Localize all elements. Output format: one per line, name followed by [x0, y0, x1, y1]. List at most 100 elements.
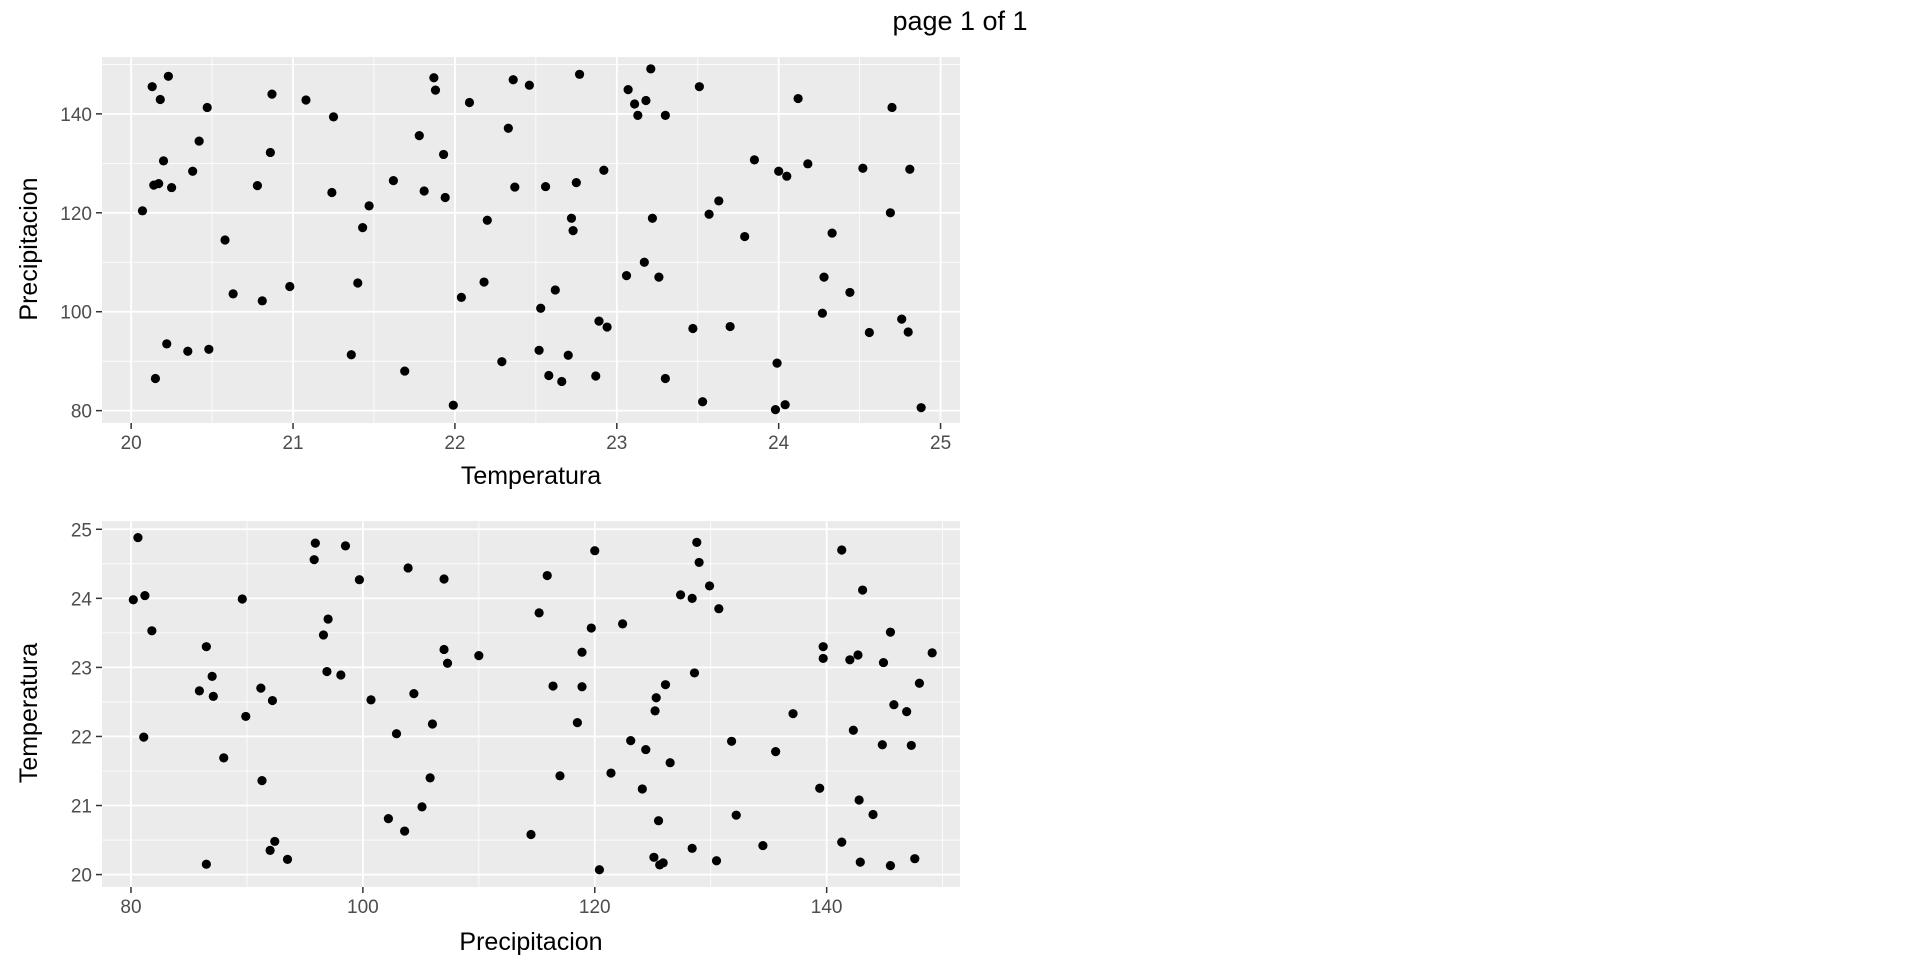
data-point — [837, 545, 847, 555]
data-point — [594, 316, 604, 326]
data-point — [439, 644, 449, 655]
data-point — [201, 859, 211, 869]
data-point — [887, 102, 897, 113]
data-point — [364, 201, 374, 211]
data-point — [442, 658, 453, 668]
x-tick-label: 23 — [606, 433, 627, 454]
data-point — [479, 277, 489, 287]
data-point — [639, 257, 649, 267]
data-point — [793, 93, 803, 104]
data-point — [150, 373, 161, 384]
data-point — [167, 182, 177, 193]
data-point — [571, 178, 581, 188]
data-point — [194, 136, 204, 146]
data-point — [818, 653, 828, 664]
data-point — [646, 64, 656, 74]
data-point — [818, 642, 828, 652]
data-point — [133, 532, 143, 543]
data-point — [183, 346, 193, 356]
data-point — [711, 856, 722, 866]
data-point — [328, 112, 339, 122]
data-point — [550, 285, 560, 295]
y-tick-label: 100 — [60, 303, 92, 324]
data-point — [845, 655, 855, 665]
data-point — [265, 845, 275, 856]
data-point — [617, 619, 628, 629]
data-point — [586, 623, 596, 633]
data-point — [740, 231, 750, 242]
data-point — [788, 709, 798, 719]
x-tick-label: 100 — [347, 897, 379, 918]
data-point — [544, 370, 554, 381]
data-point — [310, 538, 320, 548]
y-tick-label: 25 — [71, 520, 92, 541]
data-point — [403, 563, 413, 573]
data-point — [557, 376, 567, 387]
data-point — [346, 350, 356, 360]
data-point — [623, 85, 633, 95]
y-tick-label: 80 — [71, 402, 92, 423]
data-point — [819, 272, 829, 282]
data-point — [651, 693, 661, 703]
x-tick-label: 25 — [930, 433, 951, 454]
data-point — [526, 829, 536, 840]
data-point — [456, 292, 466, 302]
data-point — [815, 783, 825, 793]
data-point — [689, 668, 700, 678]
data-point — [555, 771, 565, 781]
data-point — [704, 581, 715, 591]
x-axis-title: Temperatura — [461, 462, 601, 490]
data-point — [687, 593, 697, 603]
data-point — [771, 747, 781, 757]
data-point — [204, 344, 214, 354]
x-tick-label: 24 — [768, 433, 790, 454]
data-point — [641, 95, 651, 106]
data-point — [265, 147, 275, 158]
data-point — [534, 345, 544, 355]
data-point — [220, 235, 230, 245]
data-point — [267, 695, 278, 706]
data-point — [524, 80, 534, 90]
data-point — [906, 740, 916, 751]
data-point — [848, 725, 858, 735]
y-axis-title: Temperatura — [15, 643, 43, 783]
data-point — [927, 648, 937, 658]
x-tick-label: 80 — [120, 897, 141, 918]
data-point — [637, 784, 647, 794]
x-tick-label: 22 — [444, 433, 465, 454]
data-point — [897, 314, 907, 324]
data-point — [606, 768, 616, 778]
data-point — [694, 82, 704, 92]
data-point — [817, 308, 827, 318]
data-point — [163, 71, 173, 81]
data-point — [542, 570, 552, 581]
x-tick-label: 120 — [579, 897, 611, 918]
data-point — [219, 753, 229, 763]
data-point — [427, 719, 438, 729]
data-point — [257, 296, 267, 306]
data-point — [577, 682, 587, 692]
data-point — [885, 208, 895, 218]
data-point — [322, 666, 332, 677]
data-point — [577, 647, 587, 657]
data-point — [194, 686, 204, 696]
data-point — [688, 323, 698, 334]
data-point — [864, 327, 874, 338]
data-point — [323, 614, 333, 624]
data-point — [256, 683, 266, 693]
data-point — [633, 110, 643, 120]
data-point — [855, 857, 865, 867]
scatter-plot-precipitacion-vs-temperatura: 80 100 120 140 20 21 22 23 24 25 Precipitacion Temp… — [15, 520, 960, 956]
data-point — [590, 546, 600, 556]
data-point — [430, 85, 441, 95]
data-point — [154, 179, 164, 189]
data-point — [660, 373, 670, 384]
data-point — [257, 776, 267, 786]
data-point — [548, 681, 558, 691]
data-point — [464, 97, 475, 108]
data-point — [358, 223, 368, 233]
data-point — [572, 718, 582, 728]
plot-panel — [102, 57, 960, 423]
data-point — [902, 706, 912, 717]
data-point — [877, 740, 887, 750]
